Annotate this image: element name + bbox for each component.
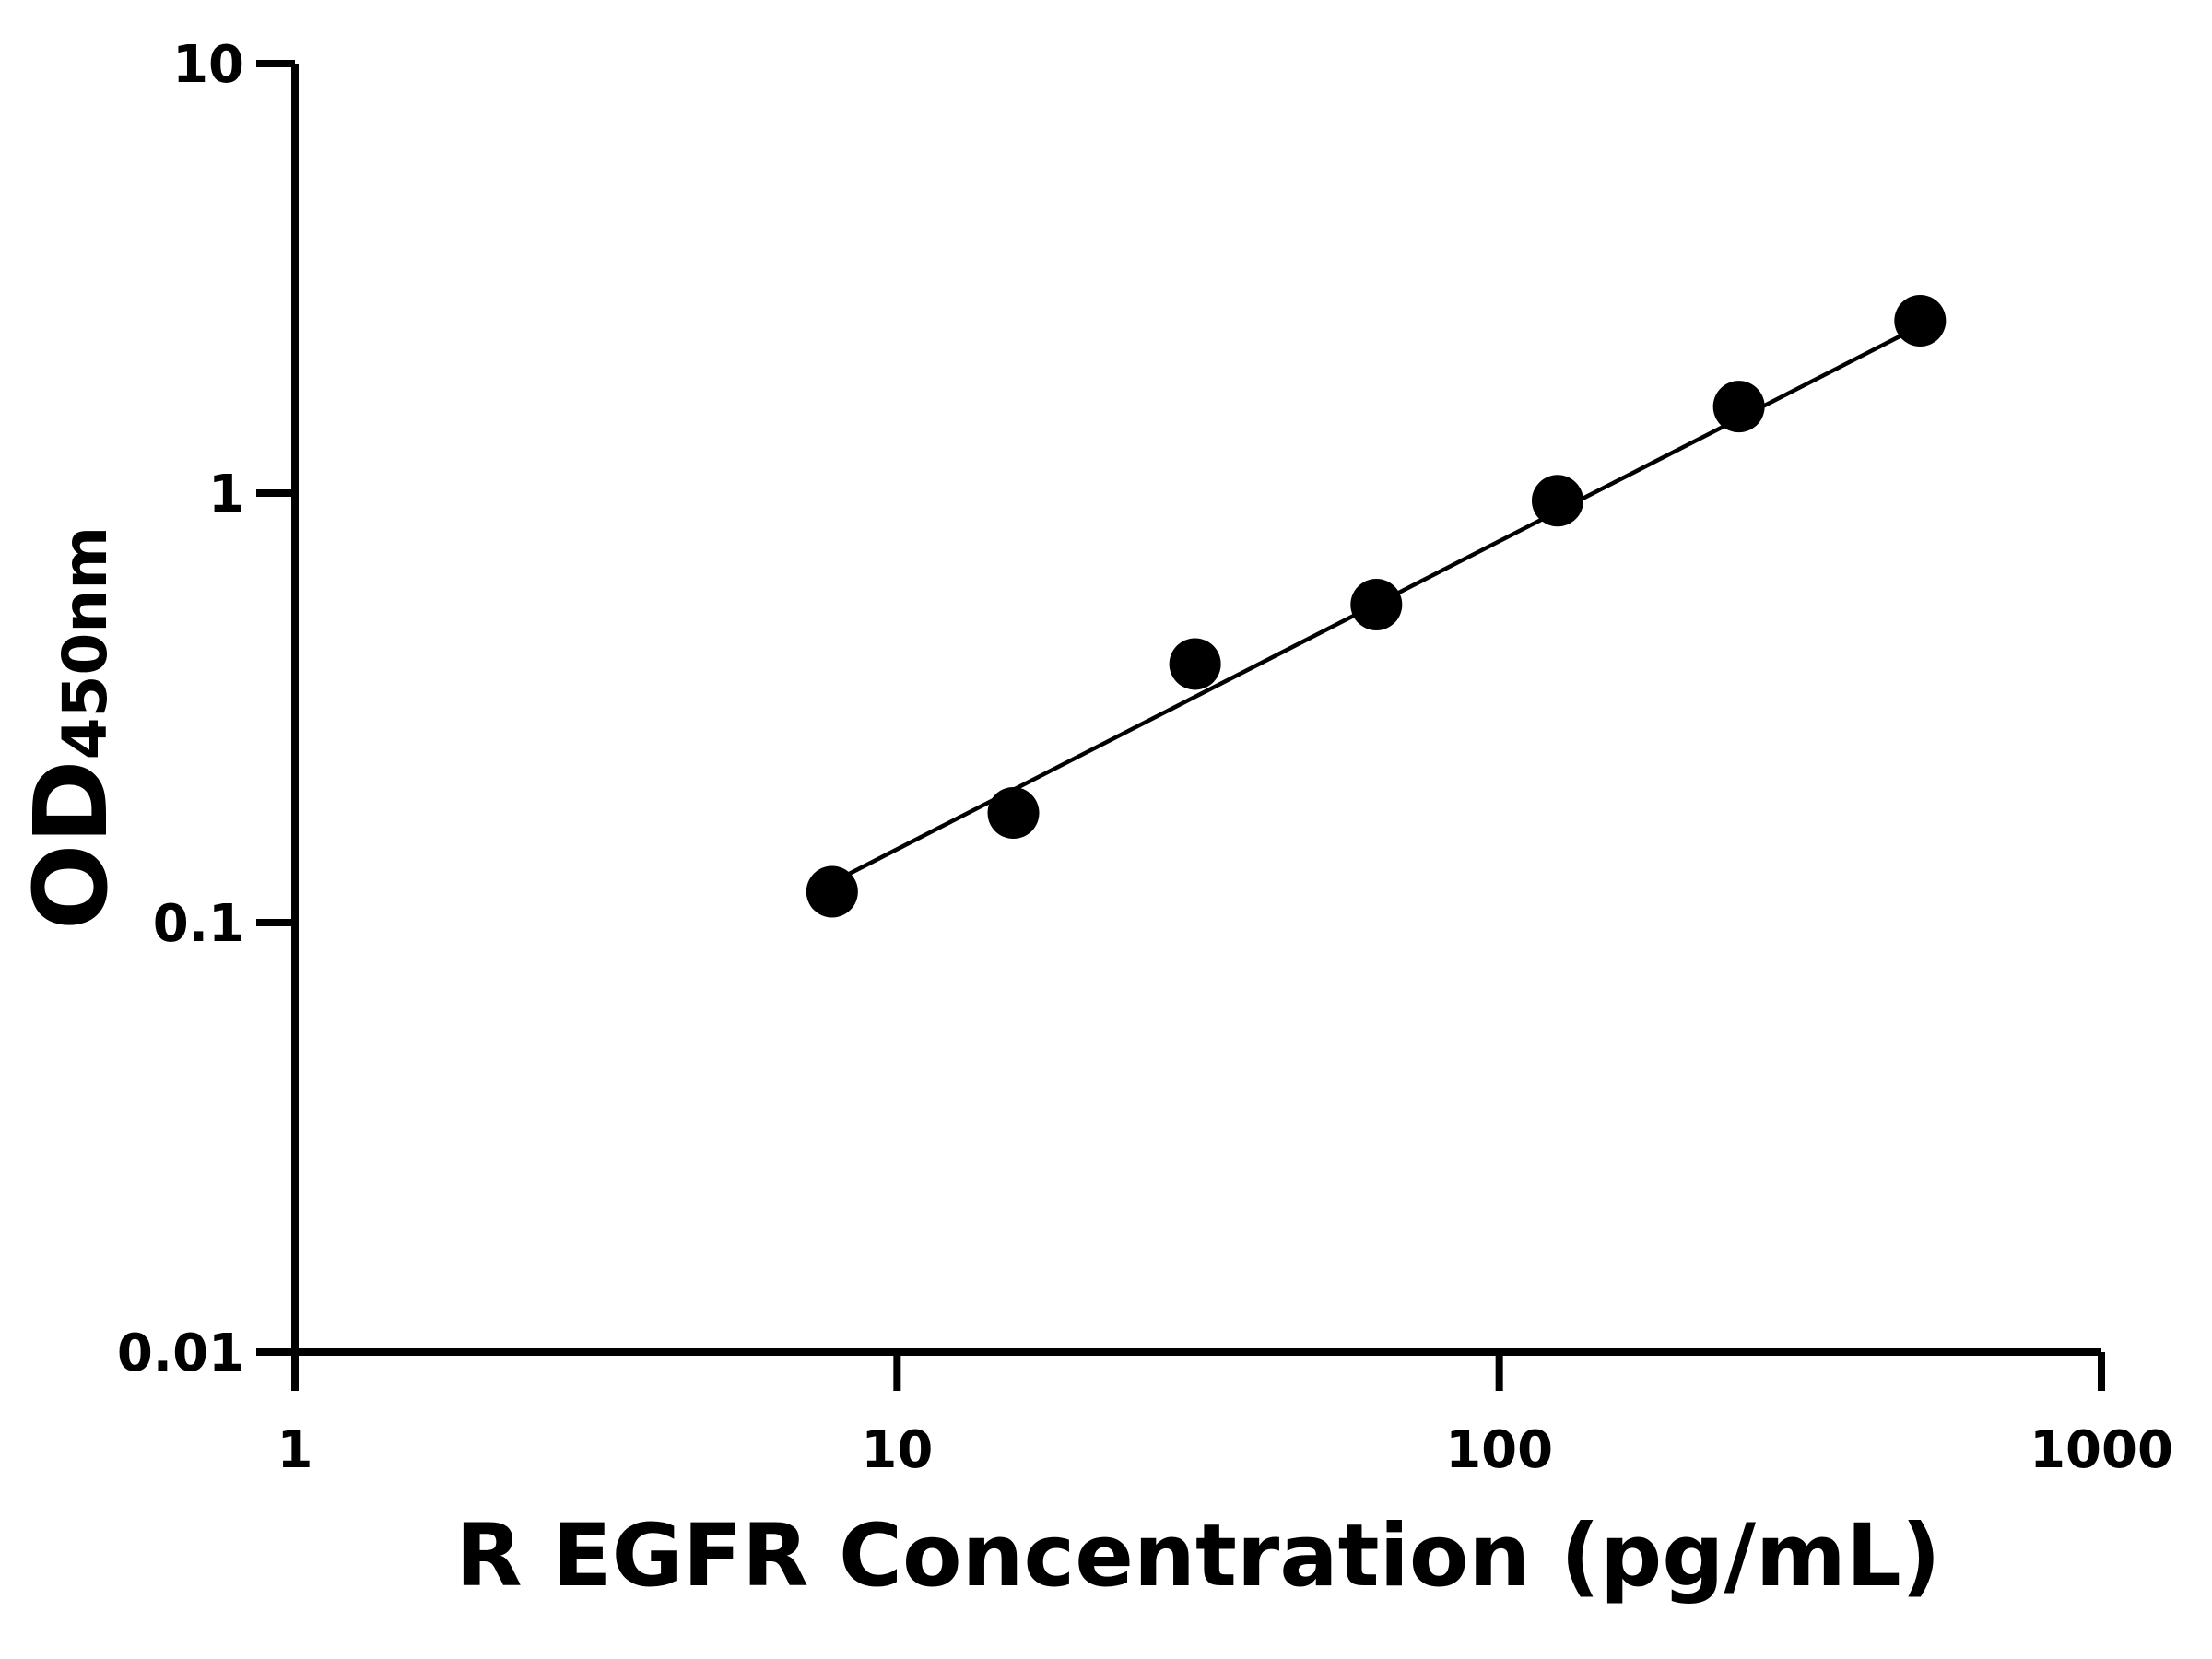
point <box>806 865 858 918</box>
x-tick-label: 10 <box>861 1420 933 1480</box>
point <box>1169 638 1221 690</box>
point <box>987 787 1040 840</box>
y-tick-label: 1 <box>208 465 244 524</box>
point <box>1350 578 1403 630</box>
x-tick-label: 1000 <box>2030 1420 2173 1480</box>
point <box>1894 294 1947 347</box>
y-tick-label: 10 <box>172 35 244 95</box>
y-axis-label-main: OD <box>12 759 130 930</box>
x-axis-label: R EGFR Concentration (pg/mL) <box>455 1506 1940 1606</box>
point <box>1531 475 1583 527</box>
x-tick-label: 100 <box>1445 1420 1553 1480</box>
point <box>1712 381 1765 433</box>
y-axis-label: OD450nm <box>12 526 130 930</box>
y-axis-label-sub: 450nm <box>50 526 121 760</box>
x-tick-label: 1 <box>277 1420 313 1480</box>
y-tick-label: 0.1 <box>153 894 244 954</box>
y-tick-label: 0.01 <box>117 1324 244 1383</box>
